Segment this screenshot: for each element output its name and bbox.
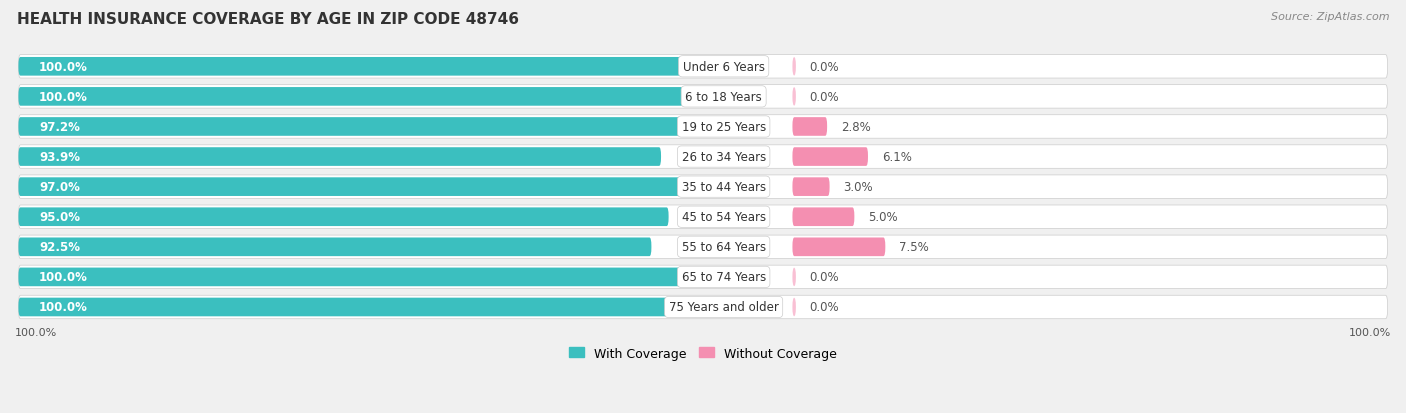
Text: 6 to 18 Years: 6 to 18 Years [685, 91, 762, 104]
FancyBboxPatch shape [18, 208, 669, 226]
Text: 100.0%: 100.0% [39, 61, 89, 74]
Text: 5.0%: 5.0% [868, 211, 898, 224]
FancyBboxPatch shape [18, 88, 703, 107]
Text: 7.5%: 7.5% [898, 241, 929, 254]
FancyBboxPatch shape [18, 118, 683, 136]
Text: 6.1%: 6.1% [882, 151, 911, 164]
Legend: With Coverage, Without Coverage: With Coverage, Without Coverage [564, 342, 842, 365]
Text: 95.0%: 95.0% [39, 211, 80, 224]
FancyBboxPatch shape [18, 176, 1388, 199]
Text: 0.0%: 0.0% [810, 91, 839, 104]
Text: 97.2%: 97.2% [39, 121, 80, 134]
Text: 0.0%: 0.0% [810, 271, 839, 284]
FancyBboxPatch shape [793, 178, 830, 197]
FancyBboxPatch shape [793, 298, 796, 316]
FancyBboxPatch shape [18, 298, 703, 316]
FancyBboxPatch shape [793, 118, 827, 136]
FancyBboxPatch shape [793, 148, 868, 166]
Text: 93.9%: 93.9% [39, 151, 80, 164]
Text: 19 to 25 Years: 19 to 25 Years [682, 121, 766, 134]
Text: 100.0%: 100.0% [39, 91, 89, 104]
FancyBboxPatch shape [18, 178, 682, 197]
Text: 75 Years and older: 75 Years and older [669, 301, 779, 314]
FancyBboxPatch shape [18, 238, 651, 256]
FancyBboxPatch shape [793, 268, 796, 287]
FancyBboxPatch shape [18, 58, 703, 76]
Text: 26 to 34 Years: 26 to 34 Years [682, 151, 766, 164]
Text: 45 to 54 Years: 45 to 54 Years [682, 211, 766, 224]
FancyBboxPatch shape [793, 58, 796, 76]
Text: 100.0%: 100.0% [1348, 327, 1391, 337]
FancyBboxPatch shape [18, 148, 661, 166]
FancyBboxPatch shape [18, 296, 1388, 319]
FancyBboxPatch shape [793, 208, 855, 226]
Text: 100.0%: 100.0% [15, 327, 58, 337]
FancyBboxPatch shape [18, 268, 703, 287]
Text: 100.0%: 100.0% [39, 271, 89, 284]
Text: 55 to 64 Years: 55 to 64 Years [682, 241, 766, 254]
Text: 0.0%: 0.0% [810, 301, 839, 314]
FancyBboxPatch shape [18, 116, 1388, 139]
Text: 0.0%: 0.0% [810, 61, 839, 74]
Text: 35 to 44 Years: 35 to 44 Years [682, 181, 766, 194]
FancyBboxPatch shape [18, 85, 1388, 109]
FancyBboxPatch shape [793, 238, 886, 256]
Text: 100.0%: 100.0% [39, 301, 89, 314]
Text: 65 to 74 Years: 65 to 74 Years [682, 271, 766, 284]
FancyBboxPatch shape [793, 88, 796, 107]
Text: Under 6 Years: Under 6 Years [683, 61, 765, 74]
FancyBboxPatch shape [18, 55, 1388, 79]
FancyBboxPatch shape [18, 145, 1388, 169]
Text: 97.0%: 97.0% [39, 181, 80, 194]
FancyBboxPatch shape [18, 206, 1388, 229]
FancyBboxPatch shape [18, 235, 1388, 259]
Text: Source: ZipAtlas.com: Source: ZipAtlas.com [1271, 12, 1389, 22]
Text: HEALTH INSURANCE COVERAGE BY AGE IN ZIP CODE 48746: HEALTH INSURANCE COVERAGE BY AGE IN ZIP … [17, 12, 519, 27]
Text: 92.5%: 92.5% [39, 241, 80, 254]
Text: 3.0%: 3.0% [844, 181, 873, 194]
FancyBboxPatch shape [18, 266, 1388, 289]
Text: 2.8%: 2.8% [841, 121, 870, 134]
